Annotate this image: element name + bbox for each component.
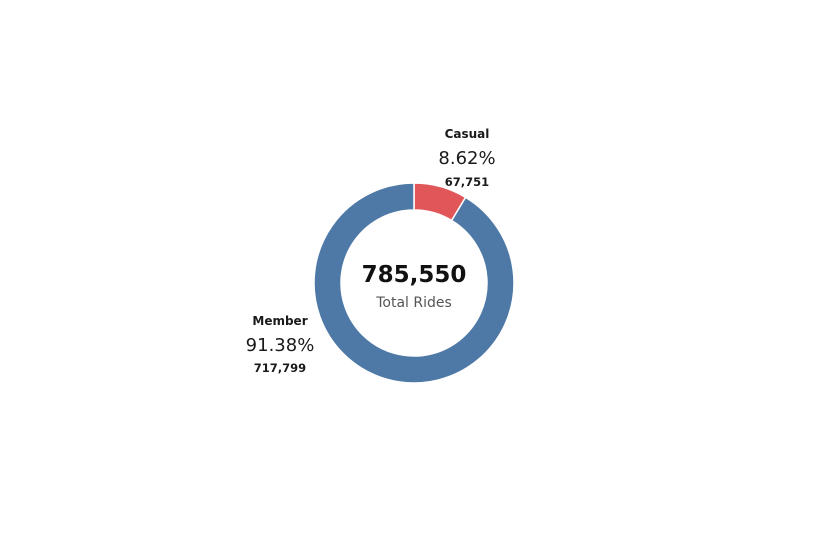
slice-name-casual: Casual: [445, 127, 490, 141]
center-summary: 785,550 Total Rides: [362, 262, 467, 311]
slice-percent-casual: 8.62%: [438, 148, 495, 169]
slice-count-member: 717,799: [254, 361, 306, 375]
donut-slices: [313, 182, 515, 384]
slice-label-casual: Casual 8.62% 67,751: [438, 127, 495, 189]
center-total-value: 785,550: [362, 262, 467, 288]
slice-percent-member: 91.38%: [246, 335, 315, 356]
slice-name-member: Member: [252, 314, 307, 328]
slice-label-member: Member 91.38% 717,799: [246, 314, 315, 375]
slice-count-casual: 67,751: [445, 175, 489, 189]
donut-slice-member: [313, 182, 515, 384]
center-caption: Total Rides: [375, 295, 452, 311]
